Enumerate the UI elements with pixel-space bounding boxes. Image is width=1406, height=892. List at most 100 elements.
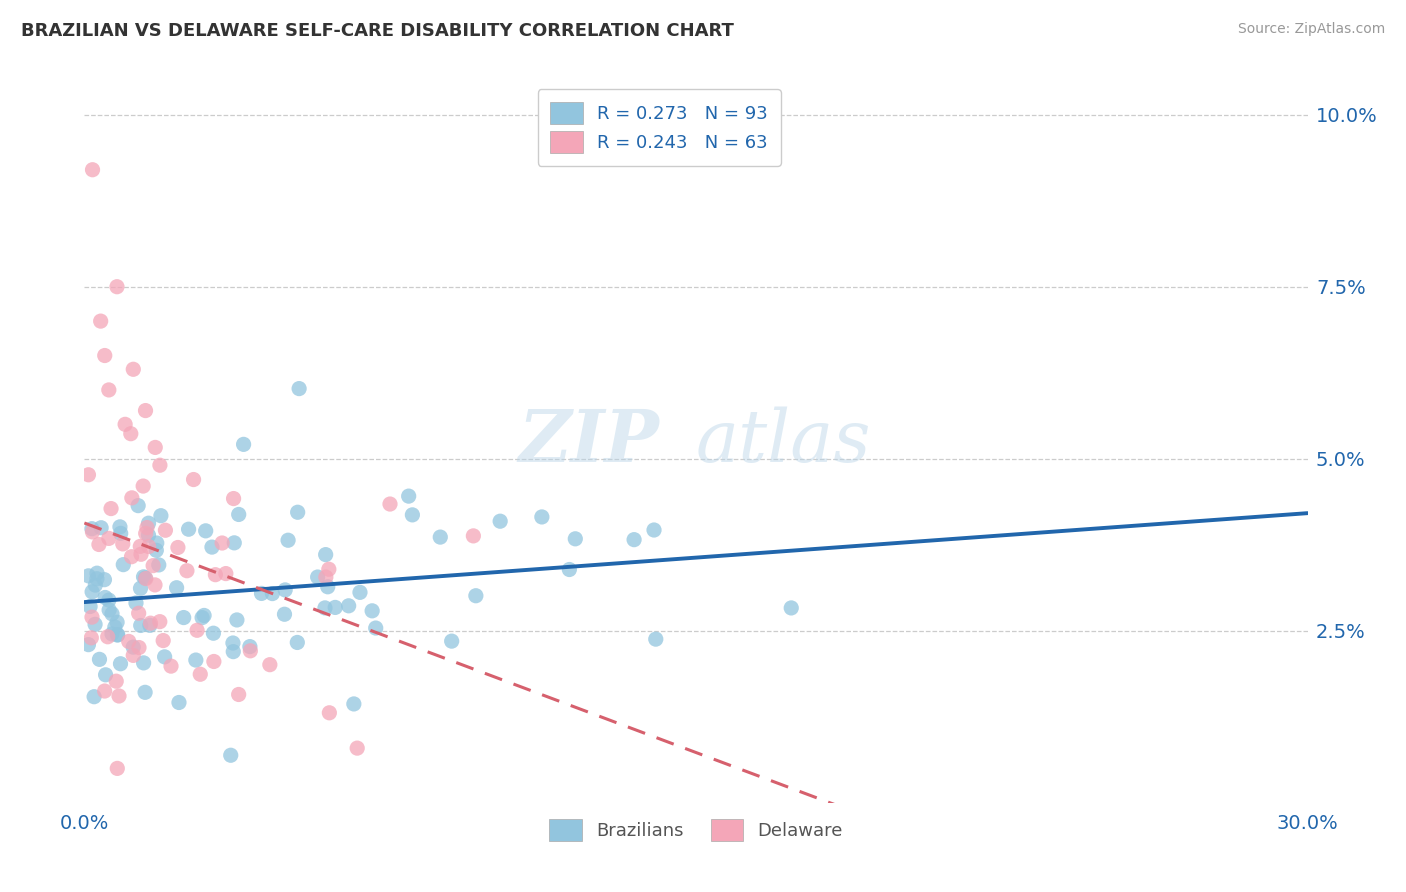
Point [107,628,129,642]
Point [93,573,115,587]
Point [77,638,100,652]
Point [127,499,149,513]
Point [129,582,152,596]
Point [132,656,155,670]
Point [177,522,200,536]
Point [215,566,238,581]
Point [122,648,145,663]
Point [201,540,224,554]
Point [166,581,188,595]
Point [135,526,157,541]
Point [193,608,215,623]
Point [80,522,103,536]
Point [194,524,217,538]
Point [232,437,254,451]
Point [77,467,100,482]
Point [97,593,120,607]
Point [143,578,166,592]
Point [318,706,340,720]
Point [114,417,136,432]
Point [188,667,211,681]
Point [86,566,108,581]
Point [112,558,135,572]
Point [94,591,117,605]
Point [122,362,145,376]
Point [121,549,143,564]
Point [204,567,226,582]
Point [250,586,273,600]
Point [132,479,155,493]
Point [398,489,420,503]
Point [139,616,162,631]
Point [98,603,121,617]
Point [138,516,160,531]
Point [440,634,463,648]
Point [134,685,156,699]
Point [429,530,451,544]
Point [80,631,103,645]
Point [780,601,803,615]
Point [343,697,366,711]
Point [307,570,329,584]
Point [108,520,131,534]
Point [90,314,112,328]
Point [97,630,120,644]
Point [142,558,165,573]
Point [84,617,107,632]
Point [401,508,423,522]
Point [239,644,262,658]
Point [211,536,233,550]
Point [101,627,124,641]
Point [100,501,122,516]
Point [173,610,195,624]
Point [259,657,281,672]
Point [202,626,225,640]
Point [80,610,103,624]
Point [129,547,152,561]
Point [287,505,309,519]
Point [86,572,108,586]
Point [315,548,337,562]
Point [111,537,134,551]
Point [463,529,485,543]
Point [149,615,172,629]
Point [530,510,553,524]
Point [77,569,100,583]
Point [346,741,368,756]
Point [349,585,371,599]
Point [155,523,177,537]
Point [82,584,104,599]
Point [110,657,132,671]
Point [315,570,337,584]
Point [122,640,145,654]
Point [105,279,128,293]
Point [82,524,104,539]
Text: Source: ZipAtlas.com: Source: ZipAtlas.com [1237,22,1385,37]
Point [129,618,152,632]
Point [643,523,665,537]
Point [277,533,299,548]
Point [89,652,111,666]
Point [101,607,124,621]
Point [274,582,297,597]
Point [314,601,336,615]
Point [564,532,586,546]
Text: ZIP: ZIP [519,406,659,477]
Point [153,649,176,664]
Point [108,689,131,703]
Point [128,640,150,655]
Point [128,607,150,621]
Point [202,655,225,669]
Point [143,441,166,455]
Point [84,578,107,592]
Point [316,580,339,594]
Text: atlas: atlas [696,406,872,477]
Point [135,572,157,586]
Point [118,634,141,648]
Point [132,570,155,584]
Point [378,497,401,511]
Point [138,540,160,554]
Point [239,640,262,654]
Point [93,349,115,363]
Point [262,586,284,600]
